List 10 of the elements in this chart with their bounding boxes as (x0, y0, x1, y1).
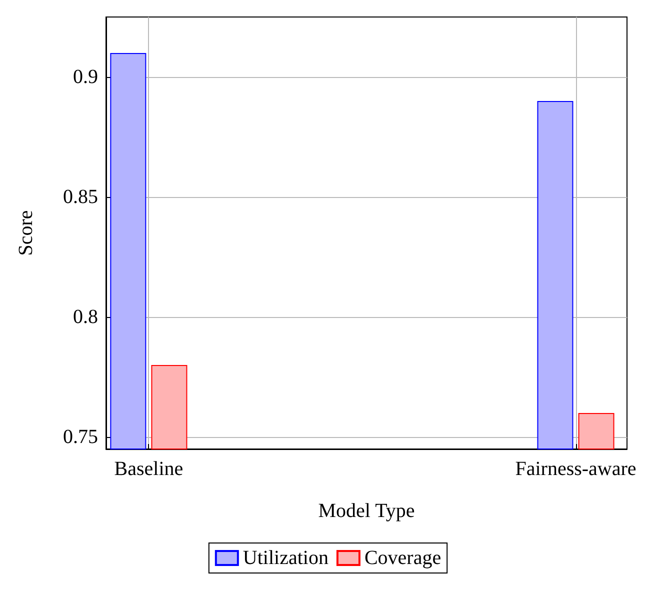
y-tick-label: 0.9 (73, 66, 98, 88)
y-tick-label: 0.85 (63, 186, 98, 208)
y-tick-label: 0.75 (63, 426, 98, 448)
x-tick-label: Fairness-aware (515, 458, 636, 480)
legend-label: Utilization (242, 547, 328, 569)
legend-label: Coverage (364, 547, 442, 569)
x-axis-title: Model Type (318, 500, 415, 522)
x-tick-label: Baseline (114, 458, 184, 480)
y-axis-title: Score (15, 210, 37, 256)
y-tick-label: 0.8 (73, 306, 98, 328)
